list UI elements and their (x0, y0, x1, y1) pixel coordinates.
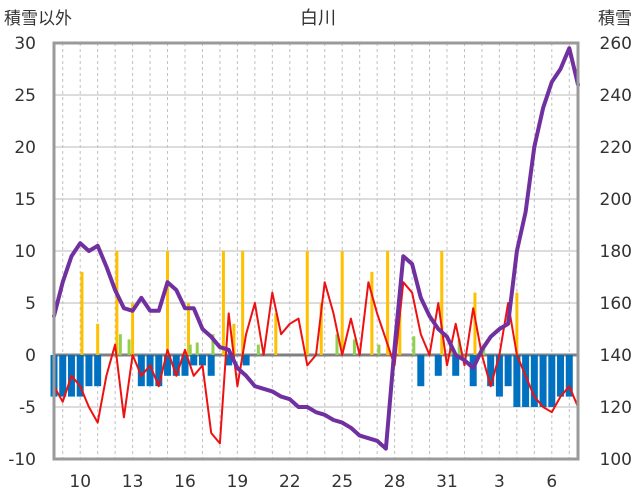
sunshine-bar (305, 251, 309, 355)
right-tick-label: 120 (600, 398, 632, 418)
right-tick-label: 200 (600, 190, 632, 210)
below_zero_bars-bar (76, 355, 84, 397)
right-axis-label: 積雪 (598, 9, 632, 29)
below_zero_bars-bar (190, 355, 198, 366)
below_zero_bars-bar (487, 355, 495, 387)
below_zero_bars-bar (146, 355, 154, 387)
sunshine-bar (115, 251, 119, 355)
sunshine-bar (241, 251, 245, 355)
sunshine-bar (515, 292, 519, 355)
precipitation-bar (127, 339, 131, 355)
x-tick-label: 31 (436, 472, 458, 492)
precipitation-bar (412, 336, 416, 355)
left-tick-label: 20 (14, 138, 36, 158)
x-tick-label: 16 (174, 472, 196, 492)
x-tick-label: 6 (546, 472, 557, 492)
sunshine-bar (440, 251, 444, 355)
below_zero_bars-bar (59, 355, 67, 397)
below_zero_bars-bar (513, 355, 521, 407)
precipitation-bar (377, 344, 381, 355)
x-tick-label: 19 (227, 472, 249, 492)
right-tick-label: 220 (600, 138, 632, 158)
below_zero_bars-bar (94, 355, 102, 387)
x-tick-label: 13 (122, 472, 144, 492)
left-tick-label: -5 (19, 398, 36, 418)
x-tick-label: 22 (279, 472, 301, 492)
right-tick-label: 240 (600, 86, 632, 106)
chart-title: 白川 (300, 8, 336, 29)
sunshine-bar (232, 323, 236, 355)
precipitation-bar (256, 344, 260, 355)
precipitation-bar (482, 348, 486, 355)
plot-frame (52, 41, 580, 461)
sunshine-bar (274, 313, 278, 355)
below_zero_bars-bar (557, 355, 565, 397)
precipitation-bar (195, 342, 199, 355)
below_zero_bars-bar (85, 355, 93, 387)
right-tick-label: 140 (600, 346, 632, 366)
below_zero_bars-bar (137, 355, 145, 387)
left-tick-label: 15 (14, 190, 36, 210)
left-tick-label: 30 (14, 34, 36, 54)
left-axis-label: 積雪以外 (4, 9, 72, 29)
below_zero_bars-bar (172, 355, 180, 376)
sunshine-bar (370, 271, 374, 355)
sunshine-bar (166, 251, 170, 355)
below_zero_bars-bar (164, 355, 172, 376)
below_zero_bars-bar (434, 355, 442, 376)
below_zero_bars-bar (452, 355, 460, 376)
sunshine-bar (186, 303, 190, 355)
left-tick-label: 25 (14, 86, 36, 106)
x-tick-label: 28 (384, 472, 406, 492)
ticks-layer: 30 25 20 15 10 5 0 -5 -10 260 240 220 200 180 160 140 12… (8, 34, 632, 492)
below_zero_bars-bar (539, 355, 547, 407)
precipitation-bar (335, 334, 339, 355)
below_zero_bars-bar (565, 355, 573, 397)
temperature-line (53, 281, 579, 445)
below_zero_bars-bar (181, 355, 189, 376)
left-tick-label: 5 (25, 294, 36, 314)
below_zero_bars-bar (417, 355, 425, 387)
sunshine-bar (131, 303, 135, 355)
below_zero_bars-bar (469, 355, 477, 387)
right-tick-label: 260 (600, 34, 632, 54)
sunshine-bar (319, 303, 323, 355)
right-tick-label: 100 (600, 450, 632, 470)
sunshine-bar (340, 251, 344, 355)
below_zero_bars-bar (198, 355, 206, 366)
precipitation-bar (188, 344, 192, 355)
sunshine-bar (398, 313, 402, 355)
sunshine-bar (473, 292, 477, 355)
lines-layer (52, 46, 580, 451)
sunshine-bar (96, 323, 100, 355)
precipitation-bar (211, 334, 215, 355)
x-tick-label: 25 (331, 472, 353, 492)
below_zero_bars-bar (530, 355, 538, 407)
sunshine-bar (221, 251, 225, 355)
bars-layer (50, 251, 573, 407)
precipitation-bar (352, 339, 356, 355)
below_zero_bars-bar (155, 355, 163, 387)
below_zero_bars-bar (504, 355, 512, 387)
below_zero_bars-bar (548, 355, 556, 407)
below_zero_bars-bar (207, 355, 215, 376)
sunshine-bar (386, 251, 390, 355)
right-tick-label: 160 (600, 294, 632, 314)
below_zero_bars-bar (242, 355, 250, 366)
below_zero_bars-bar (225, 355, 233, 366)
left-tick-label: 0 (25, 346, 36, 366)
precipitation-bar (118, 334, 122, 355)
left-tick-label: -10 (8, 450, 36, 470)
x-tick-label: 3 (494, 472, 505, 492)
right-tick-label: 180 (600, 242, 632, 262)
below_zero_bars-bar (495, 355, 503, 397)
x-tick-label: 10 (69, 472, 91, 492)
snow_depth-line (52, 46, 580, 451)
left-tick-label: 10 (14, 242, 36, 262)
sunshine-bar (80, 271, 84, 355)
precipitation-bar (457, 339, 461, 355)
below_zero_bars-bar (522, 355, 530, 407)
